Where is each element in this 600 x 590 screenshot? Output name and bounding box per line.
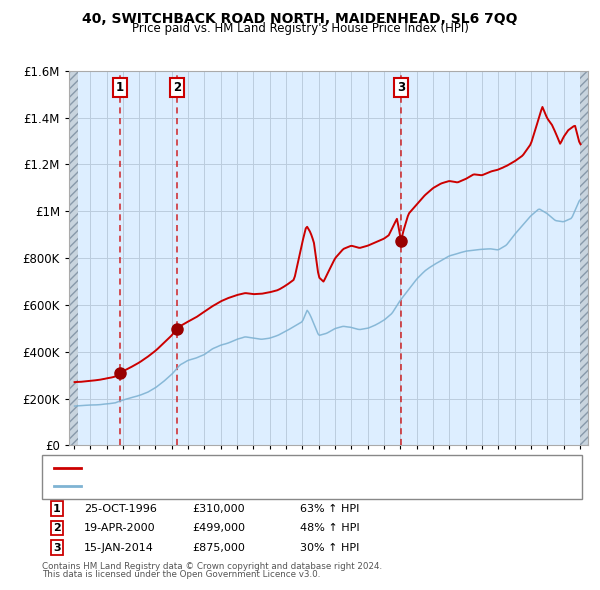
Text: This data is licensed under the Open Government Licence v3.0.: This data is licensed under the Open Gov… — [42, 571, 320, 579]
Text: 48% ↑ HPI: 48% ↑ HPI — [300, 523, 359, 533]
Text: 3: 3 — [53, 543, 61, 552]
Text: £875,000: £875,000 — [192, 543, 245, 552]
Bar — [69, 71, 78, 445]
Text: £499,000: £499,000 — [192, 523, 245, 533]
Bar — [580, 71, 590, 445]
Text: 1: 1 — [53, 504, 61, 513]
Text: 3: 3 — [397, 81, 405, 94]
Text: 19-APR-2000: 19-APR-2000 — [84, 523, 155, 533]
Text: 40, SWITCHBACK ROAD NORTH, MAIDENHEAD, SL6 7QQ (detached house): 40, SWITCHBACK ROAD NORTH, MAIDENHEAD, S… — [87, 463, 473, 473]
Text: HPI: Average price, detached house, Windsor and Maidenhead: HPI: Average price, detached house, Wind… — [87, 481, 412, 491]
Text: 25-OCT-1996: 25-OCT-1996 — [84, 504, 157, 513]
Text: 40, SWITCHBACK ROAD NORTH, MAIDENHEAD, SL6 7QQ: 40, SWITCHBACK ROAD NORTH, MAIDENHEAD, S… — [82, 12, 518, 26]
Text: 1: 1 — [116, 81, 124, 94]
Text: £310,000: £310,000 — [192, 504, 245, 513]
Text: 30% ↑ HPI: 30% ↑ HPI — [300, 543, 359, 552]
Text: 63% ↑ HPI: 63% ↑ HPI — [300, 504, 359, 513]
Text: Contains HM Land Registry data © Crown copyright and database right 2024.: Contains HM Land Registry data © Crown c… — [42, 562, 382, 571]
Text: 2: 2 — [173, 81, 181, 94]
Text: Price paid vs. HM Land Registry's House Price Index (HPI): Price paid vs. HM Land Registry's House … — [131, 22, 469, 35]
Text: 15-JAN-2014: 15-JAN-2014 — [84, 543, 154, 552]
Text: 2: 2 — [53, 523, 61, 533]
